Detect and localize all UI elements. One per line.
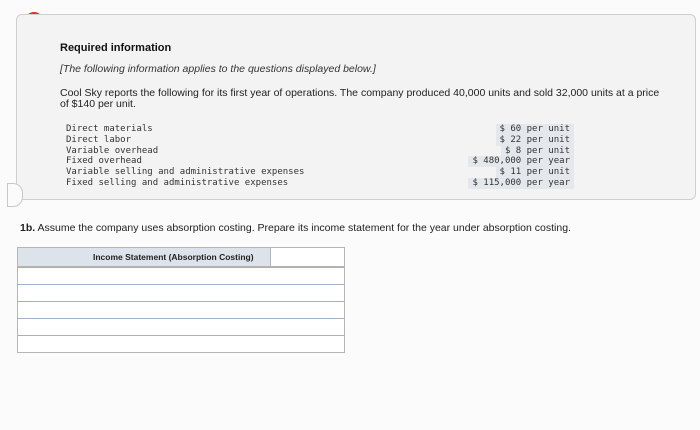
grid-header-row: Income Statement (Absorption Costing)	[18, 248, 344, 267]
table-row	[18, 318, 344, 335]
table-row	[18, 335, 344, 352]
fact-value: $ 8 per unit	[500, 145, 574, 157]
fact-row: Variable selling and administrative expe…	[66, 167, 574, 178]
fact-row: Direct labor $ 22 per unit	[66, 134, 574, 146]
statement-label-input[interactable]	[18, 319, 219, 335]
table-row	[18, 301, 344, 318]
statement-amount-input[interactable]	[219, 285, 344, 301]
fact-label: Variable selling and administrative expe…	[66, 167, 305, 178]
table-row	[18, 284, 344, 301]
fact-row: Direct materials $ 60 per unit	[66, 124, 574, 135]
required-information-panel	[7, 14, 696, 207]
table-row	[18, 267, 344, 284]
statement-label-input[interactable]	[18, 268, 219, 284]
statement-amount-input[interactable]	[219, 268, 344, 284]
fact-value: $ 22 per unit	[495, 134, 574, 146]
fact-value: $ 60 per unit	[495, 124, 574, 135]
required-information-note: [The following information applies to th…	[60, 63, 376, 75]
statement-label-input[interactable]	[18, 285, 219, 301]
fact-row: Fixed selling and administrative expense…	[66, 177, 574, 189]
required-information-title: Required information	[60, 42, 172, 54]
statement-label-input[interactable]	[18, 302, 219, 318]
statement-label-input[interactable]	[18, 336, 219, 352]
fact-value: $ 115,000 per year	[468, 177, 574, 189]
problem-intro-text: Cool Sky reports the following for its f…	[60, 87, 660, 110]
question-prompt: 1b. Assume the company uses absorption c…	[20, 222, 571, 234]
statement-amount-input[interactable]	[219, 319, 344, 335]
fact-row: Variable overhead $ 8 per unit	[66, 145, 574, 157]
fact-label: Direct labor	[66, 134, 132, 145]
income-statement-header: Income Statement (Absorption Costing)	[18, 248, 270, 267]
fact-label: Fixed selling and administrative expense…	[66, 177, 289, 188]
panel-side-tab[interactable]	[7, 183, 23, 207]
statement-amount-input[interactable]	[219, 302, 344, 318]
income-statement-grid: Income Statement (Absorption Costing)	[17, 247, 345, 353]
fact-row: Fixed overhead $ 480,000 per year	[66, 156, 574, 168]
fact-label: Direct materials	[66, 124, 153, 134]
header-blank-cell	[270, 248, 344, 267]
question-number: 1b.	[20, 222, 36, 234]
statement-amount-input[interactable]	[219, 336, 344, 352]
fact-label: Variable overhead	[66, 145, 159, 156]
cost-facts-table: Direct materials $ 60 per unit Direct la…	[66, 124, 574, 189]
question-text: Assume the company uses absorption costi…	[35, 222, 571, 234]
fact-value: $ 480,000 per year	[468, 156, 574, 168]
fact-label: Fixed overhead	[66, 156, 142, 167]
fact-value: $ 11 per unit	[495, 167, 574, 178]
